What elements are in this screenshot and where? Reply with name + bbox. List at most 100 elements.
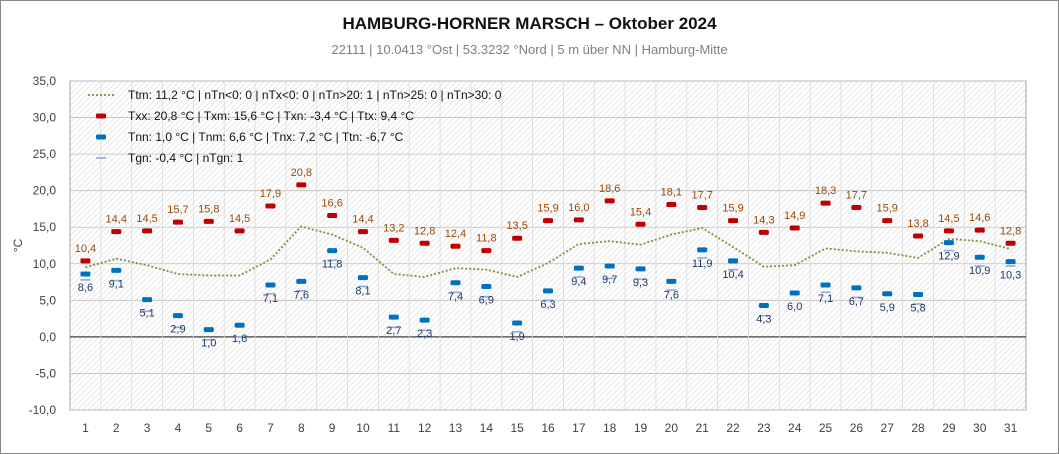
data-label-tnn: 1,6 xyxy=(232,333,247,345)
data-label-txx: 15,9 xyxy=(877,203,898,215)
data-label-tnn: 2,3 xyxy=(417,328,432,340)
marker-tnn xyxy=(573,265,584,271)
x-tick-label: 26 xyxy=(850,421,864,435)
data-label-txx: 15,9 xyxy=(537,203,558,215)
data-label-tnn: 10,3 xyxy=(1000,270,1021,282)
marker-txx xyxy=(481,248,492,254)
marker-txx xyxy=(203,218,214,224)
x-tick-label: 9 xyxy=(329,421,336,435)
x-tick-label: 7 xyxy=(267,421,274,435)
x-tick-label: 14 xyxy=(480,421,494,435)
marker-txx xyxy=(450,243,461,249)
marker-txx xyxy=(789,225,800,231)
data-label-tnn: 1,9 xyxy=(510,331,525,343)
data-label-txx: 16,6 xyxy=(321,198,342,210)
data-label-tnn: 6,0 xyxy=(787,301,802,313)
legend-text-txx: Txx: 20,8 °C | Txm: 15,6 °C | Txn: -3,4 … xyxy=(128,109,414,123)
data-label-txx: 14,6 xyxy=(969,212,990,224)
marker-tnn xyxy=(327,248,338,254)
data-label-txx: 13,5 xyxy=(506,220,527,232)
data-label-txx: 12,8 xyxy=(1000,225,1021,237)
legend-text-tnn: Tnn: 1,0 °C | Tnm: 6,6 °C | Tnx: 7,2 °C … xyxy=(128,130,404,144)
marker-txx xyxy=(728,218,739,224)
chart-subtitle: 22111 | 10.0413 °Ost | 53.3232 °Nord | 5… xyxy=(331,42,728,57)
y-tick-label: 30,0 xyxy=(33,111,57,125)
marker-tnn xyxy=(974,254,985,260)
x-tick-label: 11 xyxy=(388,421,401,435)
marker-tnn xyxy=(142,297,153,303)
data-label-tnn: 1,0 xyxy=(201,338,216,350)
data-label-txx: 15,8 xyxy=(198,203,219,215)
marker-tnn xyxy=(111,267,122,273)
data-label-tnn: 6,7 xyxy=(849,296,864,308)
marker-tnn xyxy=(635,266,646,272)
data-label-txx: 11,8 xyxy=(476,233,497,245)
x-tick-label: 27 xyxy=(881,421,895,435)
legend-item-txx: Txx: 20,8 °C | Txm: 15,6 °C | Txn: -3,4 … xyxy=(96,109,414,123)
marker-txx xyxy=(1005,240,1016,246)
data-label-txx: 18,6 xyxy=(599,183,620,195)
marker-tnn xyxy=(851,285,862,291)
x-tick-label: 12 xyxy=(418,421,432,435)
x-tick-label: 29 xyxy=(942,421,956,435)
marker-tnn xyxy=(296,278,307,284)
marker-txx xyxy=(357,229,368,235)
marker-txx xyxy=(265,203,276,209)
x-tick-label: 22 xyxy=(726,421,740,435)
data-label-tnn: 2,9 xyxy=(170,324,185,336)
x-tick-label: 21 xyxy=(696,421,710,435)
marker-tnn xyxy=(697,247,708,253)
data-label-tnn: 10,9 xyxy=(969,265,990,277)
x-tick-label: 18 xyxy=(603,421,617,435)
marker-tnn xyxy=(512,320,523,326)
marker-txx xyxy=(419,240,430,246)
marker-tnn xyxy=(758,302,769,308)
x-tick-label: 4 xyxy=(175,421,182,435)
data-label-txx: 12,4 xyxy=(445,228,466,240)
data-label-tnn: 12,9 xyxy=(938,251,959,263)
data-label-txx: 14,9 xyxy=(784,210,805,222)
marker-tnn xyxy=(820,282,831,288)
marker-txx xyxy=(943,228,954,234)
data-label-txx: 12,8 xyxy=(414,225,435,237)
x-tick-label: 1 xyxy=(82,421,89,435)
y-tick-label: 15,0 xyxy=(33,220,57,234)
x-tick-label: 8 xyxy=(298,421,305,435)
marker-txx xyxy=(851,204,862,210)
x-tick-label: 13 xyxy=(449,421,463,435)
marker-txx xyxy=(234,228,245,234)
data-label-tnn: 7,1 xyxy=(263,293,278,305)
legend-swatch-tnn xyxy=(96,134,106,140)
data-label-txx: 17,9 xyxy=(260,188,281,200)
marker-tnn xyxy=(265,282,276,288)
data-label-txx: 15,9 xyxy=(722,203,743,215)
x-tick-label: 15 xyxy=(510,421,524,435)
marker-txx xyxy=(80,258,91,264)
marker-tnn xyxy=(203,327,214,333)
y-tick-label: 0,0 xyxy=(39,330,56,344)
data-label-tnn: 9,3 xyxy=(633,277,648,289)
y-tick-label: -5,0 xyxy=(35,366,56,380)
data-label-txx: 20,8 xyxy=(291,167,312,179)
legend-swatch-txx xyxy=(96,113,106,119)
data-label-tnn: 7,1 xyxy=(818,293,833,305)
x-tick-label: 2 xyxy=(113,421,120,435)
x-tick-label: 16 xyxy=(541,421,555,435)
legend-text-tgn: Tgn: -0,4 °C | nTgn: 1 xyxy=(128,151,244,165)
x-tick-label: 20 xyxy=(665,421,679,435)
marker-txx xyxy=(327,213,338,219)
x-tick-label: 10 xyxy=(356,421,370,435)
x-tick-label: 25 xyxy=(819,421,833,435)
marker-txx xyxy=(573,217,584,223)
chart-title: HAMBURG-HORNER MARSCH – Oktober 2024 xyxy=(342,14,717,33)
x-tick-label: 6 xyxy=(236,421,243,435)
plot-area xyxy=(69,80,1027,411)
marker-tnn xyxy=(604,263,615,269)
marker-txx xyxy=(111,229,122,235)
marker-txx xyxy=(296,182,307,188)
data-label-tnn: 5,9 xyxy=(880,302,895,314)
data-label-tnn: 9,4 xyxy=(571,276,586,288)
x-tick-label: 23 xyxy=(757,421,771,435)
marker-txx xyxy=(604,198,615,204)
